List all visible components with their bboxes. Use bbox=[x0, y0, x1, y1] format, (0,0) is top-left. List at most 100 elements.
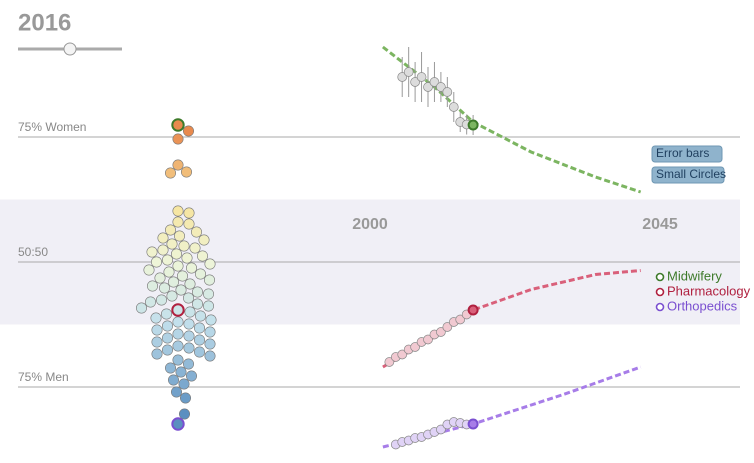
swarm-dot bbox=[184, 306, 196, 318]
point bbox=[448, 102, 459, 112]
point-highlight bbox=[467, 119, 479, 131]
swarm-dot bbox=[177, 270, 189, 282]
trend-line bbox=[381, 45, 642, 194]
x-tick-label: 2045 bbox=[642, 216, 678, 233]
swarm-dot bbox=[203, 288, 215, 300]
point bbox=[397, 349, 408, 360]
legend-marker bbox=[655, 287, 665, 297]
swarm-dot bbox=[184, 278, 196, 290]
swarm-dot bbox=[172, 205, 184, 217]
swarm-dot bbox=[146, 246, 158, 258]
swarm-dot bbox=[178, 378, 190, 390]
swarm-dot bbox=[171, 248, 183, 260]
swarm-dot bbox=[183, 342, 195, 354]
swarm-dot bbox=[179, 408, 191, 420]
y-tick-label: 75% Women bbox=[18, 120, 86, 134]
point bbox=[384, 357, 395, 367]
legend-label: Orthopedics bbox=[667, 298, 738, 313]
swarm-dot bbox=[162, 254, 174, 266]
swarm-dot bbox=[172, 133, 184, 145]
swarm-dot bbox=[172, 340, 184, 352]
legend-marker bbox=[655, 272, 665, 282]
swarm-dot bbox=[172, 328, 184, 340]
point bbox=[442, 322, 453, 332]
swarm-dot bbox=[172, 159, 184, 171]
legend-marker bbox=[655, 302, 665, 312]
swarm-highlight bbox=[171, 417, 185, 431]
plot: 75% Women 50:50 75% Men 2000 2045 MidwiferyPh… bbox=[0, 45, 751, 450]
swarm-dot bbox=[162, 332, 174, 344]
swarm-dot bbox=[198, 234, 210, 246]
x-tick-label: 2000 bbox=[352, 216, 388, 233]
button-label: Error bars bbox=[656, 146, 709, 160]
swarm-dot bbox=[171, 386, 183, 398]
point bbox=[403, 67, 414, 77]
swarm-dot bbox=[172, 354, 184, 366]
swarm-dot bbox=[162, 320, 174, 332]
slider-knob[interactable] bbox=[63, 42, 77, 56]
swarm-dot bbox=[154, 272, 166, 284]
swarm-dot bbox=[136, 302, 148, 314]
swarm-dot bbox=[204, 338, 216, 350]
swarm-dot bbox=[157, 232, 169, 244]
swarm-dot bbox=[204, 326, 216, 338]
button[interactable]: Small Circles bbox=[651, 166, 726, 184]
swarm-highlight bbox=[171, 118, 185, 132]
swarm-dot bbox=[143, 264, 155, 276]
swarm-dot bbox=[165, 167, 177, 179]
swarm-dot bbox=[204, 258, 216, 270]
point bbox=[397, 72, 408, 82]
swarm-dot bbox=[183, 125, 195, 137]
swarm-dot bbox=[145, 296, 157, 308]
y-tick-label: 75% Men bbox=[18, 370, 69, 384]
swarm-dot bbox=[192, 298, 204, 310]
swarm-dot bbox=[168, 276, 180, 288]
swarm-dot bbox=[183, 358, 195, 370]
swarm-dot bbox=[165, 224, 177, 236]
y-tick-label: 50:50 bbox=[18, 245, 48, 259]
swarm-dot bbox=[151, 348, 163, 360]
point bbox=[429, 77, 440, 87]
swarm-dot bbox=[195, 268, 207, 280]
point bbox=[455, 314, 466, 325]
point bbox=[423, 82, 433, 92]
point bbox=[436, 327, 446, 337]
swarm-dot bbox=[151, 256, 163, 268]
point bbox=[423, 334, 433, 345]
swarm-dot bbox=[150, 312, 162, 324]
swarm-dot bbox=[191, 226, 203, 238]
swarm-dot bbox=[181, 252, 193, 264]
swarm-dot bbox=[183, 292, 195, 304]
legend-label: Pharmacology bbox=[667, 283, 751, 298]
swarm-dot bbox=[203, 300, 215, 312]
swarm-dot bbox=[204, 274, 216, 286]
swarm-dot bbox=[157, 244, 169, 256]
swarm-dot bbox=[165, 362, 177, 374]
legend-label: Midwifery bbox=[667, 268, 722, 283]
swarm-dot bbox=[147, 280, 159, 292]
point bbox=[416, 72, 427, 82]
swarm-dot bbox=[183, 330, 195, 342]
swarm-dot bbox=[159, 282, 171, 294]
swarm-dot bbox=[186, 370, 198, 382]
swarm-dot bbox=[204, 350, 216, 362]
swarm-dot bbox=[175, 284, 187, 296]
swarm-dot bbox=[183, 207, 195, 219]
swarm-dot bbox=[163, 266, 175, 278]
swarm-dot bbox=[156, 294, 168, 306]
swarm-highlight bbox=[171, 303, 185, 317]
swarm-dot bbox=[174, 230, 186, 242]
point bbox=[436, 82, 446, 92]
swarm-dot bbox=[151, 336, 163, 348]
point bbox=[442, 87, 453, 97]
swarm-dot bbox=[180, 392, 192, 404]
swarm-dot bbox=[162, 344, 174, 356]
point bbox=[436, 424, 446, 435]
button[interactable]: Error bars bbox=[651, 145, 723, 163]
swarm-dot bbox=[197, 250, 209, 262]
swarm-dot bbox=[189, 242, 201, 254]
swarm-dot bbox=[181, 166, 193, 178]
swarm-dot bbox=[183, 318, 195, 330]
swarm-dot bbox=[192, 286, 204, 298]
